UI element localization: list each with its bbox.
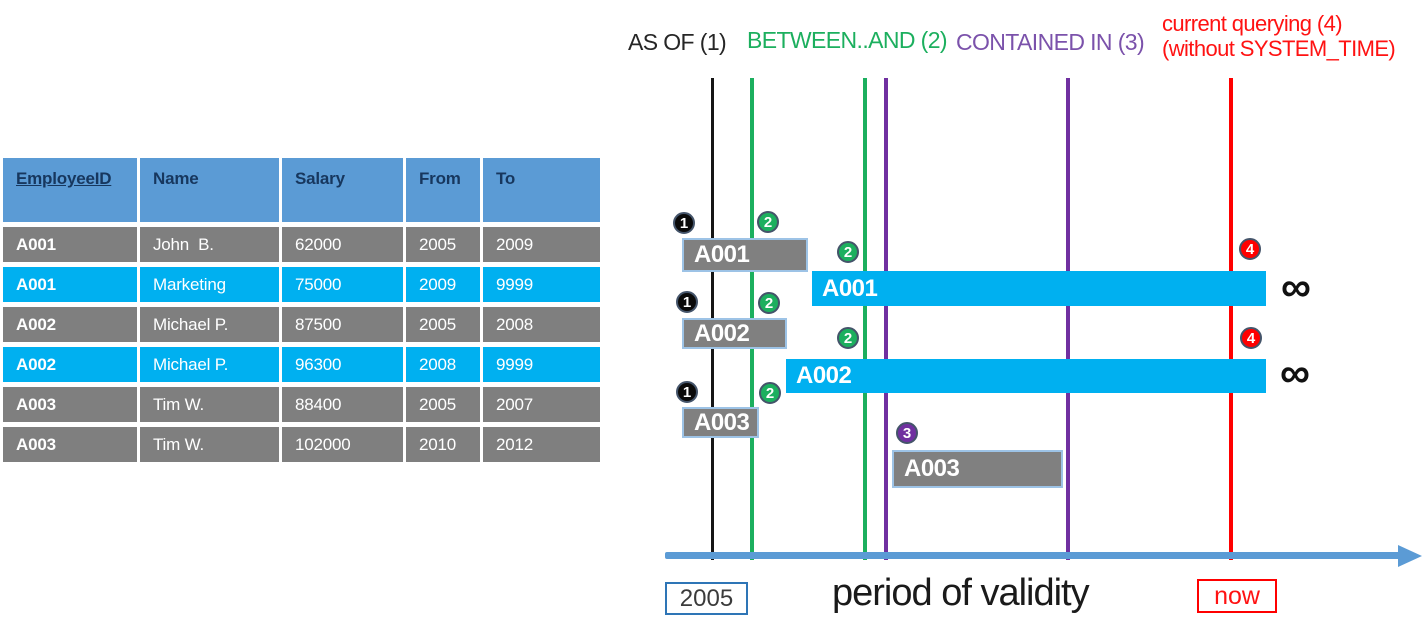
bar-label: A003 bbox=[904, 455, 960, 482]
table-cell: 2008 bbox=[406, 347, 480, 382]
bar-label: A001 bbox=[694, 241, 750, 268]
column-header-name-label: Name bbox=[153, 169, 199, 188]
table-cell: 102000 bbox=[282, 427, 403, 462]
bar-label: A002 bbox=[694, 319, 750, 347]
bar-label: A001 bbox=[822, 274, 878, 302]
bar-label: A003 bbox=[694, 408, 750, 436]
legend-as-of: AS OF (1) bbox=[628, 29, 727, 55]
contained-in-end-line bbox=[1066, 78, 1070, 560]
bar-a003-history1: A003 bbox=[682, 407, 759, 438]
marker-2-between: 2 bbox=[758, 292, 780, 314]
time-axis bbox=[665, 552, 1400, 559]
table-cell: A001 bbox=[3, 227, 137, 262]
time-axis-arrowhead-icon bbox=[1398, 545, 1422, 567]
legend-current-querying: current querying (4) (without SYSTEM_TIM… bbox=[1162, 11, 1396, 61]
table-cell: 2005 bbox=[406, 227, 480, 262]
between-and-end-line bbox=[863, 78, 867, 560]
bar-a003-history2: A003 bbox=[892, 450, 1063, 488]
marker-1-as-of: 1 bbox=[673, 212, 695, 234]
table-cell: Michael P. bbox=[140, 307, 279, 342]
axis-start-year-box: 2005 bbox=[665, 582, 748, 615]
axis-now-label: now bbox=[1214, 581, 1260, 610]
marker-1-as-of: 1 bbox=[676, 381, 698, 403]
table-cell: Michael P. bbox=[140, 347, 279, 382]
table-cell: 9999 bbox=[483, 267, 600, 302]
marker-2-between: 2 bbox=[837, 241, 859, 263]
legend-between-and: BETWEEN..AND (2) bbox=[747, 27, 948, 53]
marker-4-current: 4 bbox=[1239, 238, 1261, 260]
table-cell: 88400 bbox=[282, 387, 403, 422]
bar-a002-current: A002 bbox=[786, 359, 1266, 393]
table-cell: John B. bbox=[140, 227, 279, 262]
legend-current-querying-line1: current querying (4) bbox=[1162, 11, 1343, 36]
table-cell: 2009 bbox=[483, 227, 600, 262]
column-header-from: From bbox=[406, 158, 480, 222]
table-cell: 2005 bbox=[406, 307, 480, 342]
bar-label: A002 bbox=[796, 362, 852, 389]
table-cell: Tim W. bbox=[140, 427, 279, 462]
column-header-to: To bbox=[483, 158, 600, 222]
infinity-icon: ∞ bbox=[1280, 349, 1310, 396]
column-header-salary-label: Salary bbox=[295, 169, 345, 188]
bar-a001-history: A001 bbox=[682, 238, 808, 272]
bar-a002-history: A002 bbox=[682, 318, 787, 349]
marker-2-between: 2 bbox=[757, 211, 779, 233]
table-cell: A002 bbox=[3, 347, 137, 382]
table-cell: A003 bbox=[3, 427, 137, 462]
column-header-to-label: To bbox=[496, 169, 516, 188]
marker-3-contained: 3 bbox=[896, 422, 918, 444]
table-cell: 2007 bbox=[483, 387, 600, 422]
column-header-from-label: From bbox=[419, 169, 461, 188]
table-cell: Tim W. bbox=[140, 387, 279, 422]
marker-2-between: 2 bbox=[837, 327, 859, 349]
bar-a001-current: A001 bbox=[812, 271, 1266, 306]
column-header-name: Name bbox=[140, 158, 279, 222]
axis-now-box: now bbox=[1197, 579, 1277, 613]
contained-in-start-line bbox=[884, 78, 888, 560]
axis-start-year-label: 2005 bbox=[679, 584, 734, 612]
column-header-employeeid-label: EmployeeID bbox=[16, 169, 112, 188]
table-cell: Marketing bbox=[140, 267, 279, 302]
current-querying-now-line bbox=[1229, 78, 1233, 560]
table-cell: 2005 bbox=[406, 387, 480, 422]
table-cell: A003 bbox=[3, 387, 137, 422]
table-cell: 2012 bbox=[483, 427, 600, 462]
table-cell: 96300 bbox=[282, 347, 403, 382]
table-cell: 9999 bbox=[483, 347, 600, 382]
column-header-salary: Salary bbox=[282, 158, 403, 222]
marker-4-current: 4 bbox=[1240, 327, 1262, 349]
table-cell: 2010 bbox=[406, 427, 480, 462]
column-header-employeeid: EmployeeID bbox=[3, 158, 137, 222]
table-cell: 87500 bbox=[282, 307, 403, 342]
table-cell: 2009 bbox=[406, 267, 480, 302]
table-cell: 2008 bbox=[483, 307, 600, 342]
infinity-icon: ∞ bbox=[1281, 263, 1311, 310]
marker-2-between: 2 bbox=[759, 382, 781, 404]
employee-history-table: EmployeeID Name Salary From To A001 John… bbox=[3, 158, 600, 462]
table-cell: A002 bbox=[3, 307, 137, 342]
marker-1-as-of: 1 bbox=[676, 291, 698, 313]
legend-current-querying-line2: (without SYSTEM_TIME) bbox=[1162, 36, 1396, 61]
legend-contained-in: CONTAINED IN (3) bbox=[956, 29, 1145, 55]
table-cell: 62000 bbox=[282, 227, 403, 262]
table-cell: 75000 bbox=[282, 267, 403, 302]
axis-title: period of validity bbox=[832, 572, 1090, 614]
table-cell: A001 bbox=[3, 267, 137, 302]
